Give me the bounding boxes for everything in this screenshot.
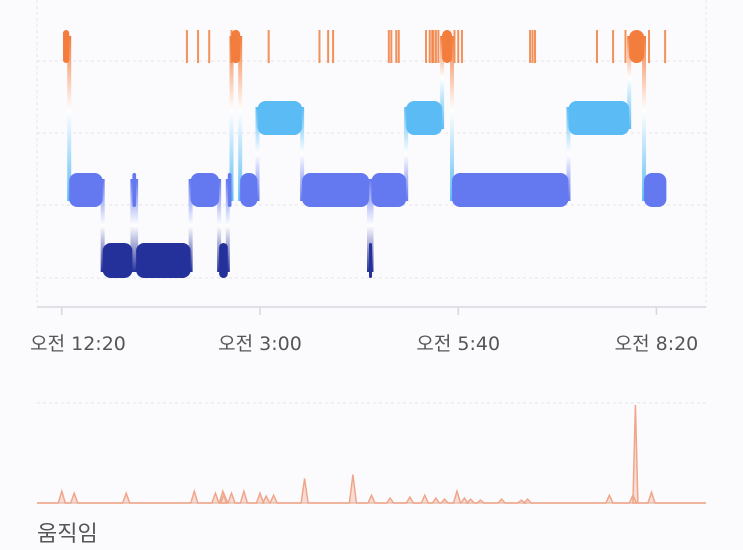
transition-2: [130, 179, 135, 272]
x-tick-label-3: 오전 8:20: [614, 333, 699, 355]
awake-tick-9: [332, 30, 335, 63]
stage-segments: [63, 30, 667, 278]
awake-tick-28: [612, 30, 615, 63]
awake-tick-13: [397, 30, 400, 63]
awake-tick-27: [595, 30, 598, 63]
stage-transitions: [67, 36, 647, 272]
transition-1: [100, 179, 105, 272]
transition-10: [300, 107, 305, 201]
awake-tick-32: [664, 30, 667, 63]
transition-7: [229, 36, 234, 201]
x-tick-label-2: 오전 5:40: [416, 333, 501, 355]
segment-deep-12: [369, 243, 373, 278]
transition-13: [404, 107, 409, 201]
awake-tick-17: [432, 30, 435, 63]
segment-deep-6: [219, 243, 228, 278]
awake-tick-1: [197, 30, 200, 63]
transition-4: [188, 179, 193, 272]
segment-light-16: [452, 173, 569, 207]
sleep-stage-chart: [36, 0, 707, 315]
awake-tick-15: [428, 30, 431, 63]
awake-tick-20: [446, 30, 449, 63]
awake-tick-22: [457, 30, 460, 63]
segment-rem-10: [257, 101, 303, 135]
awake-tick-24: [529, 30, 532, 63]
awake-tick-2: [208, 30, 211, 63]
awake-tick-16: [431, 30, 434, 63]
segment-deep-4: [136, 243, 191, 278]
transition-16: [566, 107, 571, 201]
x-tick-label-0: 오전 12:20: [30, 333, 126, 355]
transition-6: [225, 179, 230, 272]
movement-chart: [37, 402, 706, 504]
awake-tick-4: [234, 30, 237, 63]
segment-light-19: [644, 173, 667, 207]
awake-tick-12: [395, 30, 398, 63]
awake-tick-19: [437, 30, 440, 63]
awake-tick-30: [635, 30, 638, 63]
transition-0: [67, 36, 72, 201]
transition-3: [134, 179, 139, 272]
segment-awake-0: [63, 30, 70, 63]
awake-tick-23: [460, 30, 463, 63]
awake-tick-25: [531, 30, 534, 63]
segment-light-13: [371, 173, 407, 207]
transition-15: [450, 36, 455, 201]
segment-light-3: [132, 173, 137, 207]
awake-tick-10: [387, 30, 390, 63]
segment-deep-2: [102, 243, 133, 278]
awake-tick-26: [534, 30, 537, 63]
transition-11: [367, 179, 372, 272]
transition-14: [440, 36, 445, 129]
transition-17: [627, 36, 632, 129]
segment-light-11: [302, 173, 370, 207]
awake-tick-11: [390, 30, 393, 63]
awake-tick-14: [425, 30, 428, 63]
x-axis: [37, 306, 706, 315]
movement-line: [37, 404, 706, 504]
transition-12: [369, 179, 374, 272]
segment-rem-14: [406, 101, 443, 135]
transition-8: [238, 36, 243, 201]
segment-light-5: [190, 173, 220, 207]
segment-light-9: [240, 173, 258, 207]
movement-gridlines: [37, 402, 706, 504]
x-tick-label-1: 오전 3:00: [218, 333, 302, 355]
transition-18: [642, 36, 647, 201]
movement-area: [37, 405, 706, 503]
awake-tick-29: [624, 30, 627, 63]
awake-tick-8: [327, 30, 330, 63]
segment-light-7: [227, 173, 232, 207]
awake-ticks: [185, 30, 667, 63]
segment-light-1: [69, 173, 103, 207]
awake-tick-3: [230, 30, 233, 63]
awake-tick-18: [434, 30, 437, 63]
transition-5: [217, 179, 222, 272]
awake-tick-6: [267, 30, 270, 63]
transition-9: [255, 107, 260, 201]
awake-tick-7: [318, 30, 321, 63]
awake-tick-21: [453, 30, 456, 63]
awake-tick-0: [185, 30, 188, 63]
awake-tick-5: [235, 30, 238, 63]
awake-tick-31: [648, 30, 651, 63]
segment-rem-17: [568, 101, 630, 135]
movement-title: 움직임: [37, 522, 98, 547]
